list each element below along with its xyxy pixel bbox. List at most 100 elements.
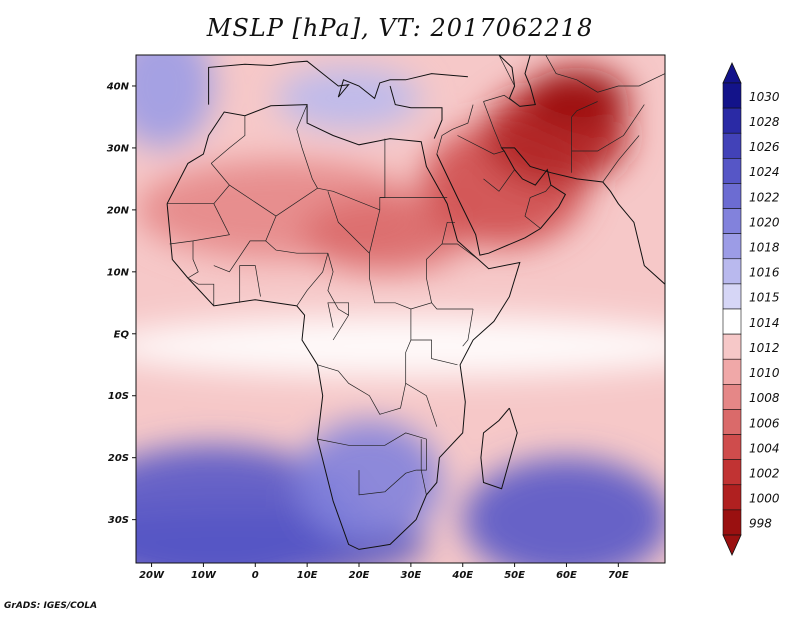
colorbar-swatch-998 bbox=[722, 509, 742, 536]
pressure-region-azores-ridge bbox=[136, 55, 214, 148]
colorbar-swatch-1002 bbox=[722, 459, 742, 486]
pressure-region-sudan-low bbox=[301, 197, 468, 272]
pressure-region-central-asia-low bbox=[524, 67, 629, 130]
coastline-europe bbox=[208, 60, 468, 105]
country-border bbox=[169, 203, 230, 245]
x-tick-label: 30E bbox=[400, 570, 421, 581]
x-tick-label: 10E bbox=[297, 570, 318, 581]
colorbar-swatch-1000 bbox=[722, 484, 742, 511]
x-tick-label: 70E bbox=[608, 570, 629, 581]
y-tick-label: 20N bbox=[107, 205, 130, 216]
country-border bbox=[462, 308, 474, 347]
colorbar-label: 1014 bbox=[749, 316, 780, 330]
country-border bbox=[545, 55, 665, 93]
country-border bbox=[187, 277, 215, 306]
colorbar-swatch-1008 bbox=[722, 384, 742, 410]
colorbar-label: 1022 bbox=[749, 190, 780, 204]
colorbar-swatch-1028 bbox=[722, 107, 742, 134]
x-tick-label: 40E bbox=[451, 570, 473, 581]
y-tick-label: 10N bbox=[107, 267, 130, 278]
country-border bbox=[327, 253, 349, 316]
country-border bbox=[524, 184, 552, 229]
colorbar-label: 1006 bbox=[749, 416, 780, 430]
colorbar-swatch-1016 bbox=[722, 258, 742, 285]
country-border bbox=[498, 55, 515, 87]
x-tick-label: 20W bbox=[139, 570, 165, 581]
colorbar-swatch-1026 bbox=[722, 132, 742, 159]
colorbar-label: 1010 bbox=[749, 366, 780, 380]
country-border bbox=[187, 240, 199, 279]
map-title: MSLP [hPa], VT: 2017062218 bbox=[206, 14, 594, 42]
country-border bbox=[483, 94, 521, 107]
coastline-arabia bbox=[436, 147, 665, 285]
country-border bbox=[483, 101, 502, 149]
colorbar-swatch-1024 bbox=[722, 158, 742, 184]
colorbar-swatch-1004 bbox=[722, 434, 742, 460]
country-border bbox=[420, 439, 427, 495]
colorbar-label: 1002 bbox=[749, 466, 780, 480]
country-border bbox=[571, 101, 598, 173]
x-tick-label: 10W bbox=[191, 570, 217, 581]
colorbar-swatch-1012 bbox=[722, 333, 742, 360]
colorbar-label: 1030 bbox=[749, 90, 780, 104]
coastline-madagascar bbox=[480, 407, 518, 490]
colorbar-swatch-1006 bbox=[722, 409, 742, 435]
y-tick-label: EQ bbox=[114, 329, 130, 340]
y-tick-label: 40N bbox=[106, 81, 130, 92]
colorbar-swatch-1030 bbox=[722, 82, 742, 109]
colorbar-top-arrow bbox=[722, 62, 742, 84]
country-border bbox=[327, 302, 349, 341]
country-border bbox=[436, 104, 474, 155]
x-tick-label: 50E bbox=[504, 570, 525, 581]
colorbar-bottom-arrow bbox=[722, 534, 742, 556]
y-tick-label: 30S bbox=[108, 515, 129, 526]
colorbar-label: 1008 bbox=[749, 391, 780, 405]
country-border bbox=[602, 135, 640, 183]
country-border bbox=[358, 469, 417, 496]
country-border bbox=[426, 221, 455, 303]
colorbar-label: 1024 bbox=[749, 165, 780, 179]
country-border bbox=[442, 243, 479, 260]
colorbar-swatch-1022 bbox=[722, 183, 742, 209]
colorbar-swatch-1010 bbox=[722, 358, 742, 385]
country-border bbox=[265, 240, 328, 254]
pressure-region-south-indian-high bbox=[462, 457, 665, 563]
y-tick-label: 20S bbox=[108, 453, 129, 464]
y-tick-label: 30N bbox=[107, 143, 130, 154]
colorbar-label: 1000 bbox=[749, 492, 780, 506]
country-border bbox=[317, 432, 427, 471]
country-border bbox=[213, 215, 277, 273]
colorbar-swatch-1020 bbox=[722, 208, 742, 234]
country-border bbox=[483, 169, 515, 192]
grads-credit: GrADS: IGES/COLA bbox=[4, 601, 98, 611]
pressure-region-mediterranean-ridge bbox=[276, 67, 422, 130]
colorbar-label: 998 bbox=[749, 517, 772, 531]
country-border bbox=[369, 209, 474, 310]
colorbar-label: 1020 bbox=[749, 215, 780, 229]
coastline-africa bbox=[166, 104, 521, 550]
colorbar-label: 1018 bbox=[749, 240, 780, 254]
colorbar-swatch-1018 bbox=[722, 233, 742, 260]
colorbar-label: 1015 bbox=[749, 291, 780, 305]
map-frame bbox=[135, 54, 666, 564]
colorbar-swatch-1015 bbox=[722, 283, 742, 310]
country-border bbox=[317, 364, 407, 415]
country-border bbox=[296, 253, 329, 307]
pressure-region-equatorial-band bbox=[136, 315, 665, 378]
colorbar-swatch-1014 bbox=[722, 308, 742, 335]
y-tick-label: 10S bbox=[108, 391, 129, 402]
colorbar-label: 1028 bbox=[749, 115, 780, 129]
colorbar-label: 1004 bbox=[749, 441, 780, 455]
coastline-turkey_levant bbox=[389, 85, 443, 139]
country-border bbox=[210, 115, 246, 164]
x-tick-label: 20E bbox=[349, 570, 370, 581]
pressure-region-southern-africa-high bbox=[296, 420, 442, 545]
country-border bbox=[167, 163, 230, 205]
country-border bbox=[410, 339, 458, 366]
country-border bbox=[571, 104, 645, 152]
country-border bbox=[457, 135, 505, 155]
country-border bbox=[296, 104, 318, 189]
x-tick-label: 0 bbox=[252, 570, 259, 581]
colorbar-label: 1012 bbox=[749, 341, 780, 355]
